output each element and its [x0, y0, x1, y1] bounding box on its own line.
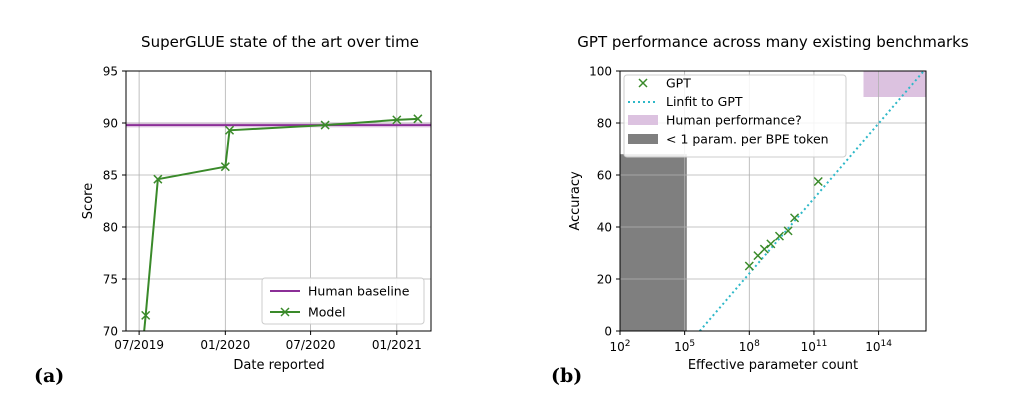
model-point-2-stroke-2 — [153, 174, 163, 184]
panel-a-ytick-label-1: 75 — [103, 273, 118, 287]
gpt-point-0-stroke-2 — [744, 261, 754, 271]
panel-b-ytick-label-3: 60 — [597, 169, 612, 183]
human-performance-band — [863, 71, 926, 97]
model-point-6 — [392, 115, 402, 125]
panel-b-series — [698, 71, 926, 331]
gpt-point-6 — [790, 213, 800, 223]
gpt-point-4 — [774, 231, 784, 241]
panel-a-x-axis-label: Date reported — [233, 358, 324, 373]
panel-b-axes-frame — [619, 70, 927, 332]
legend-swatch-bpe — [628, 134, 658, 144]
model-point-7 — [413, 114, 423, 124]
model-point-5-stroke-2 — [320, 120, 330, 130]
panel-a-superglue: SuperGLUE state of the art over time 07/… — [34, 33, 432, 387]
gpt-point-3 — [766, 239, 776, 249]
panel-b-x-ticks: 102 105 108 1011 1014 — [609, 331, 892, 354]
model-point-3 — [220, 162, 230, 172]
gpt-point-7 — [813, 176, 823, 187]
gpt-point-4-stroke-2 — [774, 231, 784, 241]
panel-a-series — [126, 114, 431, 331]
panel-b-xtick-label-4: 1014 — [865, 339, 892, 354]
legend-label-human-baseline: Human baseline — [308, 284, 410, 299]
model-point-7-stroke-2 — [413, 114, 423, 124]
model-point-3-stroke-2 — [220, 162, 230, 172]
panel-b-title: GPT performance across many existing ben… — [577, 33, 969, 51]
panel-b-legend: GPT Linfit to GPT Human performance? < 1… — [623, 74, 847, 158]
gpt-point-0 — [744, 261, 754, 271]
panel-a-ytick-label-4: 90 — [103, 117, 118, 131]
panel-a-ytick-label-5: 95 — [103, 65, 118, 79]
legend-label-human-performance: Human performance? — [666, 113, 802, 128]
legend-box — [623, 74, 847, 158]
panel-b-ytick-label-1: 20 — [597, 273, 612, 287]
panel-a-plot-area — [126, 114, 431, 331]
panel-b-xtick-label-2: 108 — [739, 339, 760, 354]
panel-b-tag: (b) — [551, 365, 582, 387]
panel-a-xtick-label-2: 07/2020 — [286, 338, 336, 352]
gpt-point-3-stroke-2 — [766, 239, 776, 249]
model-point-2 — [153, 174, 163, 184]
panel-a-legend: Human baseline Model — [261, 277, 425, 325]
legend-label-linfit: Linfit to GPT — [666, 94, 743, 109]
legend-label-gpt: GPT — [666, 76, 691, 91]
model-point-4 — [225, 125, 235, 135]
model-point-1 — [141, 310, 151, 320]
panel-b-plot-area — [698, 71, 926, 331]
panel-b-x-axis-label: Effective parameter count — [688, 358, 858, 373]
panel-b-ytick-label-0: 0 — [604, 325, 612, 339]
panel-a-xtick-label-0: 07/2019 — [114, 338, 164, 352]
legend-swatch-human-performance — [628, 115, 658, 125]
gpt-point-2 — [759, 244, 769, 254]
panel-b-y-ticks: 0 20 40 60 80 100 — [589, 65, 620, 339]
gpt-point-2-stroke-2 — [759, 244, 769, 254]
panel-a-xtick-label-1: 01/2020 — [200, 338, 250, 352]
bpe-token-band — [620, 154, 687, 331]
panel-a-ytick-label-0: 70 — [103, 325, 118, 339]
legend-box — [261, 277, 425, 325]
legend-label-model: Model — [308, 305, 346, 320]
panel-b-bands — [620, 71, 926, 331]
model-point-5 — [320, 120, 330, 130]
panel-b-ytick-label-4: 80 — [597, 117, 612, 131]
model-point-4-stroke-2 — [225, 125, 235, 135]
model-point-6-stroke-2 — [392, 115, 402, 125]
panel-b-ytick-label-2: 40 — [597, 221, 612, 235]
panel-b-xtick-label-1: 105 — [674, 339, 695, 354]
panel-a-title: SuperGLUE state of the art over time — [141, 33, 419, 51]
model-point-1-stroke-2 — [141, 310, 151, 320]
panel-a-x-ticks: 07/2019 01/2020 07/2020 01/2021 — [114, 331, 422, 352]
gpt-point-7-stroke-2 — [813, 176, 823, 187]
model-line — [143, 117, 418, 331]
legend-label-bpe: < 1 param. per BPE token — [666, 132, 829, 147]
panel-b-ytick-label-5: 100 — [589, 65, 612, 79]
panel-b-xtick-label-3: 1011 — [801, 339, 828, 354]
panel-a-tag: (a) — [34, 365, 64, 387]
panel-a-ytick-label-3: 85 — [103, 169, 118, 183]
panel-b-gpt: GPT performance across many existing ben… — [551, 33, 969, 387]
panel-a-xtick-label-3: 01/2021 — [372, 338, 422, 352]
panel-a-axes-frame — [125, 70, 432, 332]
gpt-point-5-stroke-2 — [783, 226, 793, 236]
panel-a-y-ticks: 70 75 80 85 90 95 — [103, 65, 126, 339]
panel-a-y-axis-label: Score — [81, 183, 96, 219]
panel-a-ytick-label-2: 80 — [103, 221, 118, 235]
gpt-point-6-stroke-2 — [790, 213, 800, 223]
panel-b-xtick-label-0: 102 — [609, 339, 630, 354]
legend-marker-gpt — [638, 78, 648, 88]
panel-b-y-axis-label: Accuracy — [568, 171, 583, 231]
legend-marker-model — [280, 307, 290, 317]
gpt-point-5 — [783, 226, 793, 236]
